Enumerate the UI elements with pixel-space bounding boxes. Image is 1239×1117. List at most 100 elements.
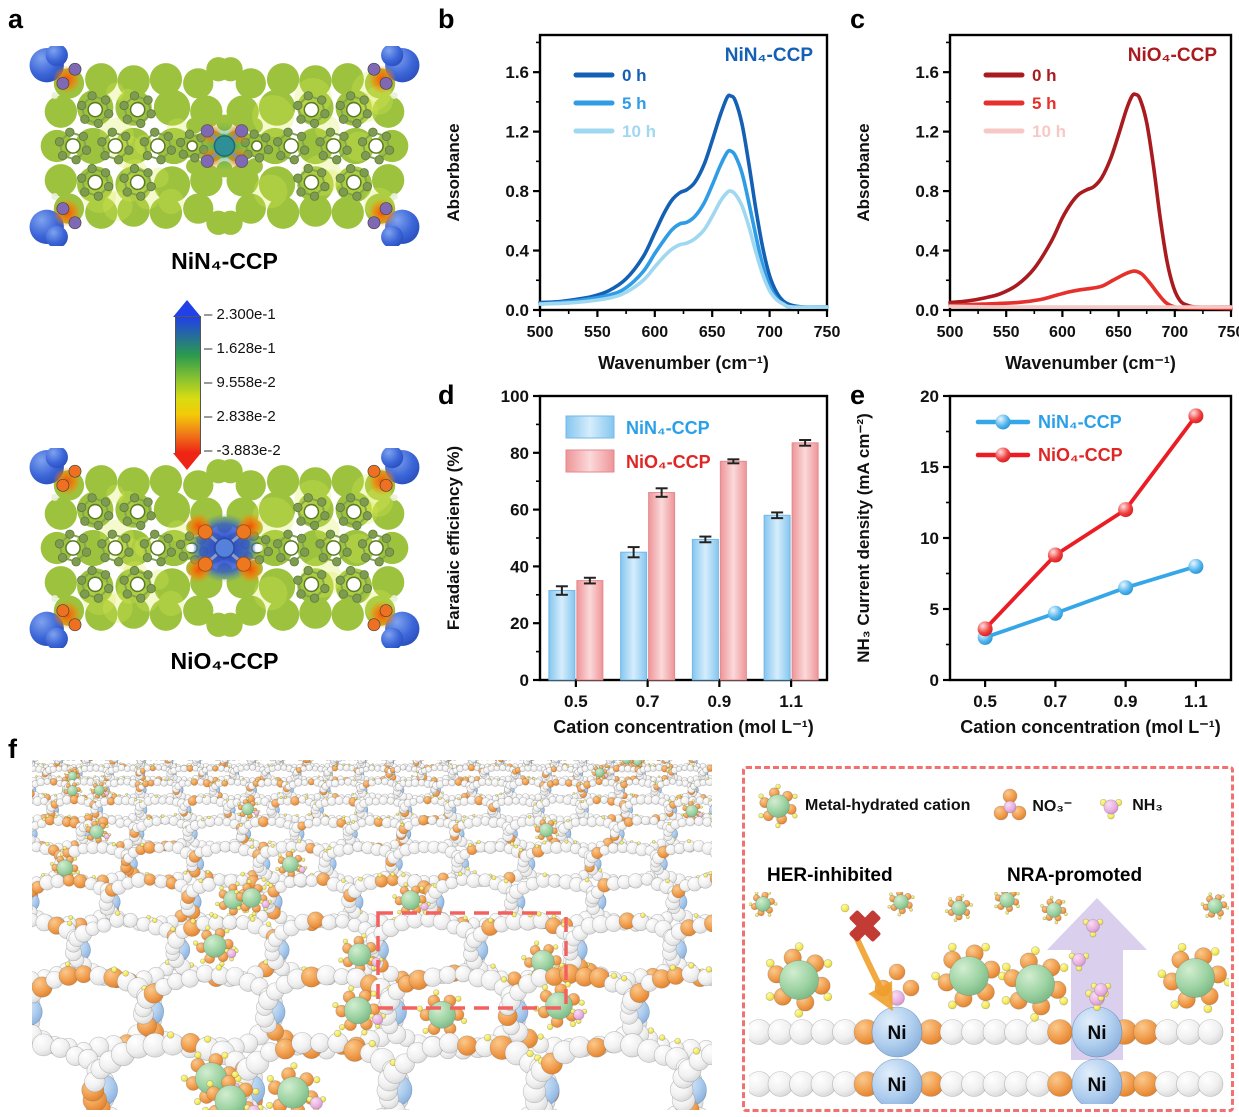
ring xyxy=(335,565,372,603)
svg-text:100: 100 xyxy=(501,387,529,406)
svg-text:0.0: 0.0 xyxy=(505,301,529,320)
chart-faradaic-efficiency: 0.5 0.7 0.9 1.1 0 20 40 60 80 100 Cation concentra… xyxy=(444,387,829,737)
hydrated-cation-cluster xyxy=(1157,942,1229,1014)
svg-text:NiO₄-CCP: NiO₄-CCP xyxy=(626,452,711,472)
legend: NiN₄-CCP NiO₄-CCP xyxy=(565,415,711,473)
svg-text:15: 15 xyxy=(920,458,939,477)
svg-text:NiN₄-CCP: NiN₄-CCP xyxy=(626,418,710,438)
legend-item-nitrate: NO₃⁻ xyxy=(992,786,1072,826)
inset-legend: Metal-hydrated cation NO₃⁻ NH₃ xyxy=(755,777,1230,835)
svg-text:NiO₄-CCP: NiO₄-CCP xyxy=(1038,445,1123,465)
legend-label: NH₃ xyxy=(1132,797,1163,814)
ring xyxy=(335,163,372,201)
svg-text:750: 750 xyxy=(814,324,840,341)
error-bar xyxy=(583,576,596,585)
svg-text:0.7: 0.7 xyxy=(636,692,660,711)
ring xyxy=(273,529,310,567)
esp-surface xyxy=(40,459,409,637)
data-point xyxy=(977,621,993,637)
ammonia-molecule xyxy=(243,1104,264,1110)
mechanism-inset: Metal-hydrated cation NO₃⁻ NH₃ HER-inhib… xyxy=(742,766,1234,1112)
ring xyxy=(119,565,156,603)
hydrated-cation-cluster xyxy=(887,892,915,917)
svg-text:10: 10 xyxy=(920,529,939,548)
svg-text:650: 650 xyxy=(1105,324,1132,341)
framework-lattice-scene xyxy=(32,760,712,1110)
hydrated-cation-cluster xyxy=(416,989,468,1041)
svg-text:0.8: 0.8 xyxy=(915,182,939,201)
ammonia-molecule xyxy=(1082,918,1104,938)
svg-text:0.5: 0.5 xyxy=(973,692,997,711)
axes: 0.5 0.7 0.9 1.1 0 20 40 60 80 100 Cation concentra… xyxy=(444,387,829,737)
ammonia-molecule xyxy=(102,833,112,842)
bar-NiO₄-CCP-0.9 xyxy=(719,460,747,681)
axes: 500 550 600 650 700 750 0.0 0.4 0.8 1.2 1.6 Wavenum… xyxy=(854,33,1239,373)
ring xyxy=(119,91,156,129)
corner-site xyxy=(367,192,420,246)
panel-label-f: f xyxy=(8,734,17,764)
hydrated-cation-cluster xyxy=(758,783,798,829)
colorbar-tick: 1.628e-1 xyxy=(204,340,276,357)
chart-absorbance-nio4: 500 550 600 650 700 750 0.0 0.4 0.8 1.2 1.6 Wavenum… xyxy=(854,33,1239,373)
hydrated-cation-cluster xyxy=(192,925,237,967)
hydrated-cation-cluster xyxy=(1001,946,1069,1022)
esp-map-nio4 xyxy=(29,448,420,648)
svg-text:0.7: 0.7 xyxy=(1044,692,1068,711)
svg-text:Ni: Ni xyxy=(888,1023,907,1044)
svg-text:5: 5 xyxy=(930,600,939,619)
ammonia-molecule xyxy=(306,1096,327,1110)
corner-site xyxy=(29,448,82,502)
nra-promoted-arrow xyxy=(1047,898,1147,1060)
ring xyxy=(54,127,92,165)
ammonia-molecule xyxy=(224,948,239,962)
catalyst-surface: Ni Ni Ni Ni xyxy=(749,1006,1224,1104)
nra-promoted-title: NRA-promoted xyxy=(1007,865,1143,886)
svg-text:Absorbance: Absorbance xyxy=(444,123,463,221)
ring xyxy=(139,127,176,165)
svg-text:0.8: 0.8 xyxy=(505,182,529,201)
esp-map-nin4 xyxy=(29,46,420,246)
panel-label-c: c xyxy=(850,4,866,34)
svg-text:0.4: 0.4 xyxy=(915,242,939,261)
series-curve-0h xyxy=(538,93,829,309)
data-point xyxy=(1188,558,1204,574)
metal-centre xyxy=(199,121,250,171)
hydrated-cation-cluster xyxy=(338,933,381,977)
her-path-arrow xyxy=(850,928,893,1012)
error-bar xyxy=(699,535,712,544)
error-bar xyxy=(771,511,784,520)
error-bar xyxy=(555,585,568,596)
data-point xyxy=(1118,502,1134,518)
axes: 0.5 0.7 0.9 1.1 0 5 10 15 20 Cation concentration… xyxy=(854,387,1233,737)
chart-nh3-current-density: 0.5 0.7 0.9 1.1 0 5 10 15 20 Cation concentration… xyxy=(854,387,1233,737)
metal-hydrated-cation-icon xyxy=(758,783,798,829)
ammonia-molecule xyxy=(570,1008,588,1024)
ammonia-molecule xyxy=(103,791,111,798)
svg-text:5 h: 5 h xyxy=(1032,94,1057,113)
bar-NiN₄-CCP-0.5 xyxy=(548,590,576,681)
ring xyxy=(273,127,310,165)
hydrated-cation-cluster xyxy=(234,879,270,917)
colorbar-tick: -3.883e-2 xyxy=(204,442,281,459)
colorbar-gradient xyxy=(175,316,201,454)
svg-text:0.9: 0.9 xyxy=(1114,692,1138,711)
hydrated-cation-cluster xyxy=(1040,895,1068,925)
svg-text:5 h: 5 h xyxy=(622,94,647,113)
ammonia-molecule xyxy=(252,810,261,818)
error-bar xyxy=(799,439,812,447)
svg-text:Cation concentration (mol L⁻¹): Cation concentration (mol L⁻¹) xyxy=(553,717,814,737)
svg-text:NH₃ Current density (mA cm⁻²): NH₃ Current density (mA cm⁻²) xyxy=(854,413,873,663)
ammonia-molecule xyxy=(1099,798,1123,820)
svg-text:Ni: Ni xyxy=(1088,1075,1107,1096)
svg-text:0 h: 0 h xyxy=(622,66,647,85)
series-line-NiO₄-CCP xyxy=(983,413,1198,631)
svg-text:700: 700 xyxy=(756,324,783,341)
ring xyxy=(77,493,114,531)
ring xyxy=(335,493,372,531)
colorbar-tick: 9.558e-2 xyxy=(204,374,276,391)
hydrated-cation-cluster xyxy=(749,892,778,917)
ammonia-molecule xyxy=(418,902,431,914)
hydrated-cation-cluster xyxy=(332,985,384,1036)
hydrated-cation-cluster xyxy=(201,1070,260,1110)
legend: NiN₄-CCP NiO₄-CCP xyxy=(975,412,1123,465)
